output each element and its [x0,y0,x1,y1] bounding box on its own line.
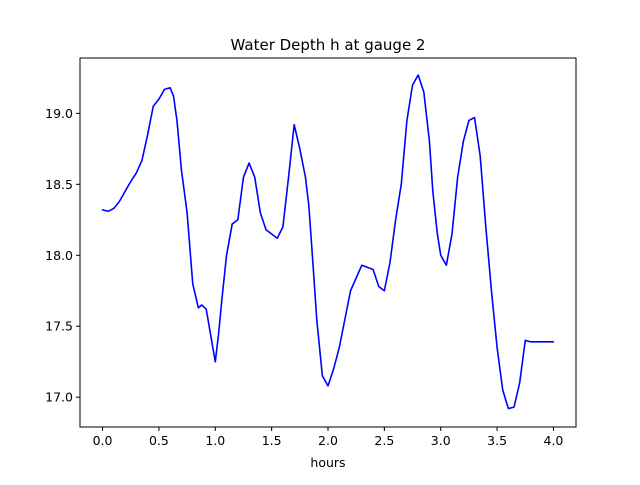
y-tick-label: 19.0 [45,106,73,121]
x-tick-label: 3.5 [487,433,507,448]
x-tick-label: 4.0 [544,433,564,448]
y-tick-label: 18.5 [45,177,73,192]
x-axis-label: hours [310,455,345,470]
y-tick-label: 18.0 [45,248,73,263]
x-tick-label: 1.0 [205,433,225,448]
x-axis: 0.0 0.5 1.0 1.5 2.0 2.5 3.0 3.5 4.0 [93,427,564,448]
plot-area [101,74,555,410]
y-axis: 17.0 17.5 18.0 18.5 19.0 [45,106,80,405]
x-tick-label: 0.0 [93,433,113,448]
x-tick-label: 0.5 [149,433,169,448]
x-tick-label: 2.0 [318,433,338,448]
series-line-0 [101,74,555,410]
y-tick-label: 17.0 [45,390,73,405]
x-tick-label: 1.5 [262,433,282,448]
x-tick-label: 2.5 [374,433,394,448]
x-tick-label: 3.0 [431,433,451,448]
y-tick-label: 17.5 [45,319,73,334]
chart-title: Water Depth h at gauge 2 [231,36,426,54]
